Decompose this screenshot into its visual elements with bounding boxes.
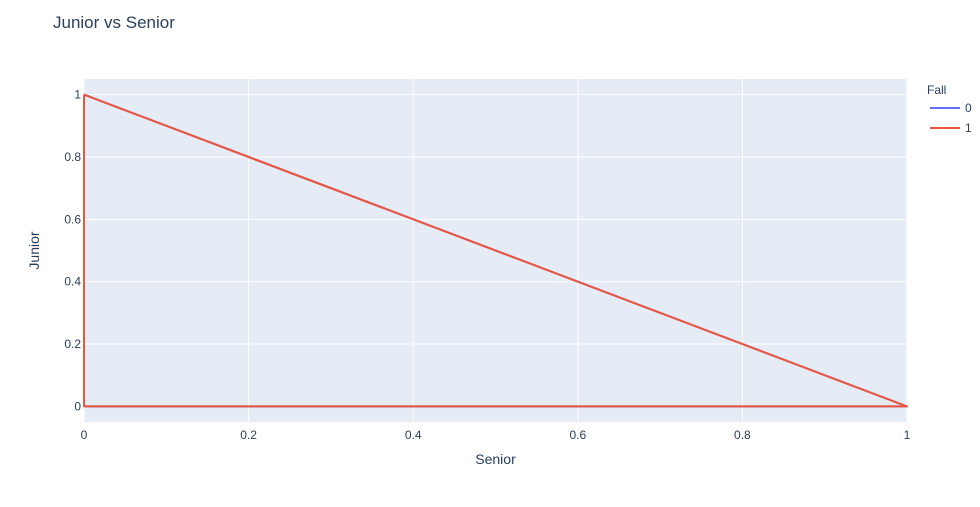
chart-title: Junior vs Senior <box>53 13 175 32</box>
legend-label: 0 <box>965 101 972 115</box>
y-tick-label: 1 <box>74 88 81 102</box>
x-axis-title: Senior <box>475 451 516 467</box>
y-tick-label: 0.4 <box>64 275 81 289</box>
x-tick-label: 0.8 <box>734 428 751 442</box>
legend-items: 01 <box>930 101 972 135</box>
x-tick-label: 0.6 <box>569 428 586 442</box>
series-layer <box>83 93 908 408</box>
y-tick-label: 0.6 <box>64 212 81 226</box>
series-line-1 <box>83 93 908 408</box>
x-tick-labels: 0 0.2 0.4 0.6 0.8 1 <box>81 428 911 442</box>
legend-item-0[interactable]: 0 <box>930 101 972 115</box>
legend-label: 1 <box>965 121 972 135</box>
y-tick-label: 0.8 <box>64 150 81 164</box>
legend-title: Fall <box>927 83 946 97</box>
legend-item-1[interactable]: 1 <box>930 121 972 135</box>
y-axis-title: Junior <box>26 231 42 269</box>
x-tick-label: 1 <box>904 428 911 442</box>
y-tick-labels: 0 0.2 0.4 0.6 0.8 1 <box>64 88 81 414</box>
y-tick-label: 0 <box>74 399 81 413</box>
legend[interactable]: Fall 01 <box>927 83 972 135</box>
y-tick-label: 0.2 <box>64 337 81 351</box>
x-tick-label: 0.2 <box>240 428 257 442</box>
x-tick-label: 0.4 <box>405 428 422 442</box>
x-tick-label: 0 <box>81 428 88 442</box>
